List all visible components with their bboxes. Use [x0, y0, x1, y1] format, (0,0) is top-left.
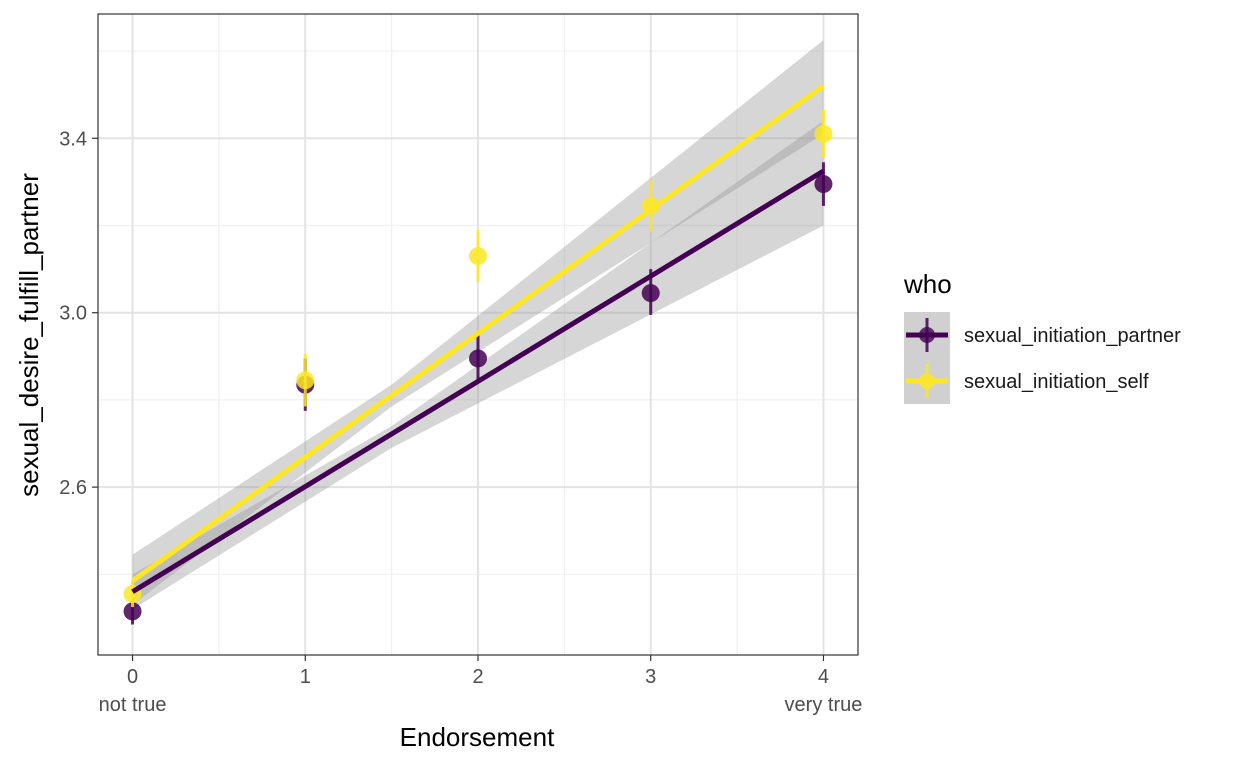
y-tick-label: 3.4 [59, 128, 87, 150]
data-point-1 [296, 371, 315, 390]
legend: who sexual_initiation_partner sexual_ini… [903, 269, 1181, 405]
x-tick-sublabel: not true [99, 694, 167, 716]
data-point-0 [814, 175, 833, 194]
legend-title: who [903, 269, 952, 299]
legend-key-point-partner [919, 327, 935, 343]
fit-line-0 [131, 168, 825, 594]
x-tick-sublabel: very true [785, 694, 863, 716]
data-point-1 [814, 124, 833, 143]
y-axis-title: sexual_desire_fulfill_partner [14, 173, 44, 497]
plot-area [97, 13, 859, 656]
axes: 0 1 2 3 4 not true very true 2.6 3.0 3.4 [59, 128, 862, 716]
legend-label-partner: sexual_initiation_partner [964, 325, 1181, 347]
data-point-0 [469, 349, 487, 368]
y-tick-label: 2.6 [59, 477, 87, 499]
legend-label-self: sexual_initiation_self [964, 371, 1149, 393]
x-tick-label: 4 [818, 666, 829, 688]
data-point-0 [641, 284, 660, 303]
data-point-0 [123, 602, 142, 621]
x-axis-title: Endorsement [400, 722, 555, 752]
data-point-1 [469, 247, 487, 266]
legend-key-point-self [919, 373, 935, 389]
fit-line-1 [131, 83, 825, 583]
x-tick-label: 0 [127, 666, 138, 688]
x-tick-label: 1 [300, 666, 311, 688]
y-tick-label: 3.0 [59, 303, 87, 325]
x-tick-label: 2 [472, 666, 483, 688]
x-tick-label: 3 [645, 666, 656, 688]
